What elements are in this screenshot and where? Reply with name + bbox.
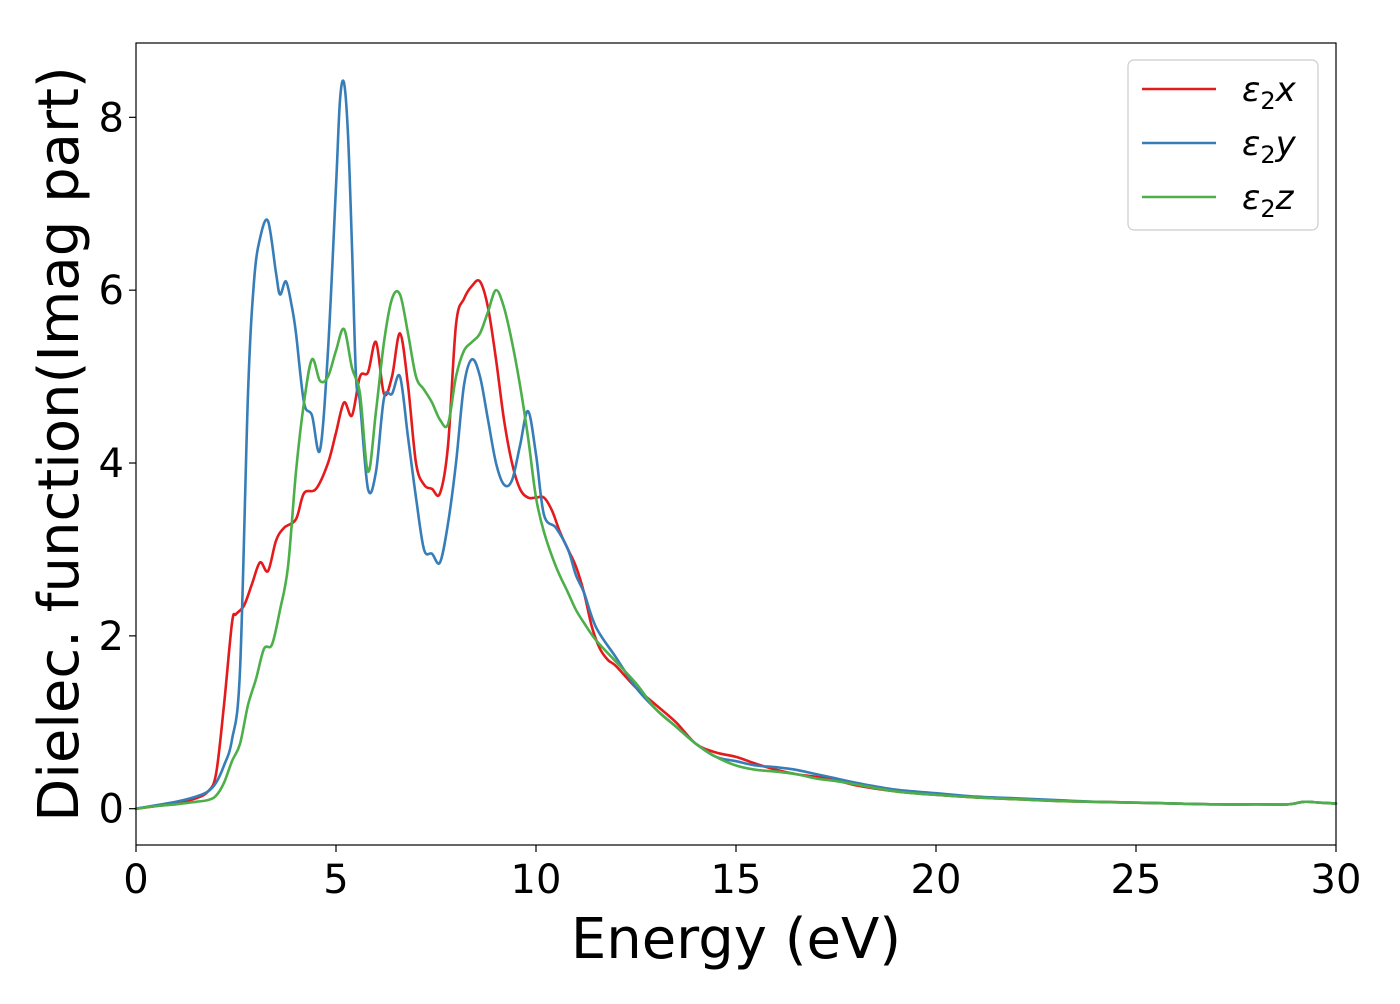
y-tick-label: 8 [99, 95, 124, 141]
y-axis-title: Dielec. function(Imag part) [27, 66, 92, 822]
series-line-z [136, 290, 1336, 809]
x-axis-ticks: 0 5 10 15 20 25 30 [123, 845, 1361, 903]
series-line-x [136, 280, 1336, 808]
y-tick-label: 0 [99, 787, 124, 833]
y-axis-ticks: 0 2 4 6 8 [99, 95, 136, 832]
x-tick-label: 5 [323, 857, 348, 903]
x-tick-label: 15 [711, 857, 762, 903]
x-tick-label: 20 [911, 857, 962, 903]
x-axis-title: Energy (eV) [571, 907, 901, 972]
x-tick-label: 25 [1111, 857, 1162, 903]
y-tick-label: 4 [99, 441, 124, 487]
x-tick-label: 0 [123, 857, 148, 903]
y-tick-label: 2 [99, 614, 124, 660]
x-tick-label: 30 [1311, 857, 1362, 903]
x-tick-label: 10 [511, 857, 562, 903]
y-tick-label: 6 [99, 268, 124, 314]
